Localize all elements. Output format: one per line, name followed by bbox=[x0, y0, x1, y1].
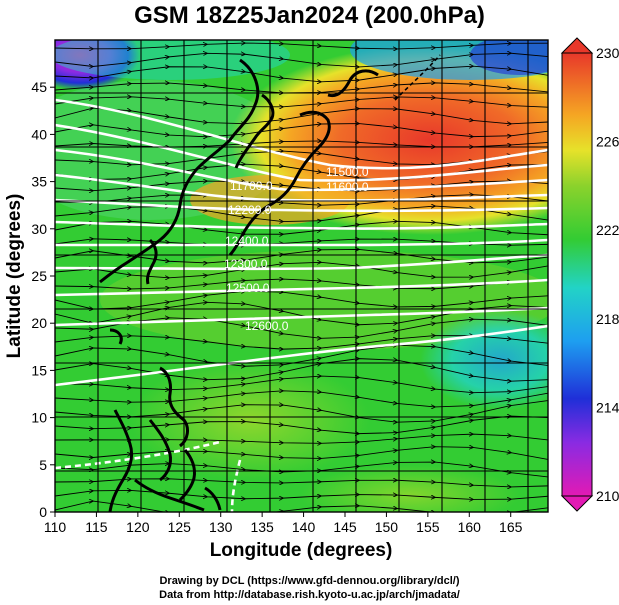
credits: Drawing by DCL (https://www.gfd-dennou.o… bbox=[0, 574, 619, 602]
x-tick-label: 125 bbox=[168, 519, 192, 535]
contour-label: 11600.0 bbox=[326, 180, 369, 194]
colorbar-tick-label: 210 bbox=[596, 488, 619, 504]
y-tick-label: 45 bbox=[31, 79, 47, 95]
y-tick-label: 5 bbox=[39, 457, 47, 473]
colorbar-tick-label: 214 bbox=[596, 399, 619, 415]
colorbar: 210 214 218 222 226 230 bbox=[560, 37, 619, 512]
contour-label: 12500.0 bbox=[226, 281, 270, 295]
streamline bbox=[55, 43, 548, 49]
contour-labels: 11700.0 11500.0 11600.0 12200.0 12400.0 … bbox=[224, 165, 369, 333]
x-axis-label: Longitude (degrees) bbox=[210, 540, 393, 561]
height-contours bbox=[55, 98, 548, 512]
contour-label: 11700.0 bbox=[230, 179, 273, 193]
credits-data-source: Data from http://database.rish.kyoto-u.a… bbox=[159, 589, 460, 601]
colorbar-max-triangle bbox=[560, 37, 594, 54]
x-axis-ticks: 110 115 120 125 130 135 140 145 150 155 160 165 bbox=[44, 512, 523, 535]
streamline bbox=[55, 434, 548, 443]
contour-label: 12600.0 bbox=[245, 319, 289, 333]
y-tick-label: 30 bbox=[31, 221, 47, 237]
chart-title: GSM 18Z25Jan2024 (200.0hPa) bbox=[134, 2, 485, 29]
streamline bbox=[55, 279, 548, 289]
colorbar-tick-label: 222 bbox=[596, 222, 619, 238]
streamline bbox=[55, 53, 548, 67]
x-tick-label: 165 bbox=[499, 519, 523, 535]
coastlines bbox=[99, 58, 379, 512]
wind-streamlines bbox=[55, 43, 548, 512]
x-tick-label: 160 bbox=[458, 519, 482, 535]
y-tick-label: 0 bbox=[39, 504, 47, 520]
streamline bbox=[55, 124, 548, 137]
y-tick-label: 15 bbox=[31, 362, 47, 378]
contour-label: 12400.0 bbox=[225, 234, 269, 248]
streamline bbox=[55, 501, 548, 512]
x-tick-label: 115 bbox=[85, 519, 108, 535]
credits-drawing: Drawing by DCL (https://www.gfd-dennou.o… bbox=[159, 575, 460, 587]
y-tick-label: 40 bbox=[31, 126, 47, 142]
streamline bbox=[55, 97, 548, 107]
contour-label: 12200.0 bbox=[228, 203, 272, 217]
streamline bbox=[55, 447, 548, 460]
streamline bbox=[55, 181, 548, 191]
x-tick-label: 110 bbox=[44, 519, 67, 535]
streamline bbox=[55, 416, 548, 433]
y-tick-label: 10 bbox=[31, 410, 47, 426]
dashed-boundary-line bbox=[394, 54, 441, 101]
y-tick-label: 35 bbox=[31, 174, 47, 190]
colorbar-ticks: 210 214 218 222 226 230 bbox=[596, 45, 619, 504]
x-tick-label: 145 bbox=[333, 519, 357, 535]
streamline bbox=[55, 108, 548, 124]
colorbar-tick-label: 218 bbox=[596, 311, 619, 327]
y-tick-label: 20 bbox=[31, 315, 47, 331]
x-tick-label: 150 bbox=[375, 519, 399, 535]
streamline bbox=[55, 66, 548, 82]
colorbar-tick-label: 226 bbox=[596, 134, 619, 150]
y-tick-label: 25 bbox=[31, 268, 47, 284]
contour-label: 12300.0 bbox=[224, 257, 268, 271]
colorbar-scale bbox=[561, 52, 593, 497]
y-axis-label: Latitude (degrees) bbox=[4, 194, 25, 359]
x-tick-label: 130 bbox=[209, 519, 233, 535]
x-tick-label: 140 bbox=[292, 519, 316, 535]
x-tick-label: 155 bbox=[416, 519, 440, 535]
streamline bbox=[55, 479, 548, 487]
colorbar-tick-label: 230 bbox=[596, 45, 619, 61]
contour-label: 11500.0 bbox=[326, 165, 369, 179]
grid bbox=[55, 40, 548, 512]
x-tick-label: 135 bbox=[250, 519, 274, 535]
colorbar-min-triangle bbox=[560, 495, 594, 512]
y-axis-ticks: 0 5 10 15 20 25 30 35 40 45 bbox=[31, 79, 55, 520]
x-tick-label: 120 bbox=[126, 519, 150, 535]
